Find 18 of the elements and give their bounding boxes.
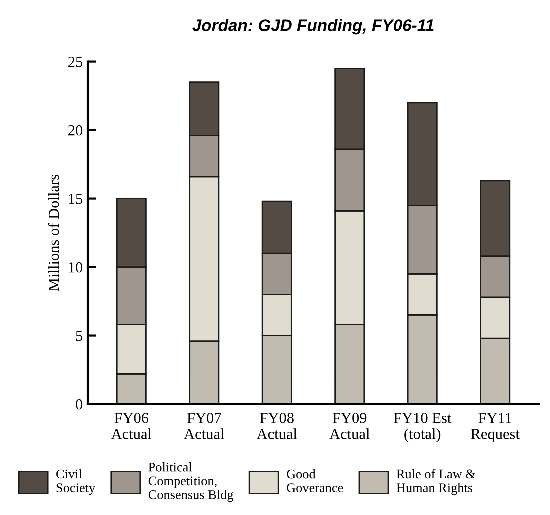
legend-label: Political Competition, Consensus Bldg [148, 462, 234, 502]
y-tick-label: 20 [68, 125, 83, 136]
x-tick-label: FY08 Actual [256, 413, 298, 440]
y-tick-label: 0 [76, 399, 83, 410]
y-axis-title: Millions of Dollars [48, 175, 60, 292]
y-tick-label: 10 [69, 262, 83, 273]
x-tick-label: FY10 Est (total) [394, 413, 452, 442]
x-tick-label: FY07 Actual [184, 413, 224, 440]
y-tick-label: 15 [69, 194, 83, 204]
legend-label: Civil Society [56, 469, 96, 496]
x-tick-label: FY11 Request [471, 413, 520, 442]
legend-label: Good Goverance [287, 469, 344, 492]
x-tick-label: FY06 Actual [111, 413, 152, 440]
x-tick-label: FY09 Actual [330, 413, 370, 440]
legend-label: Rule of Law & Human Rights [396, 469, 476, 496]
y-tick-label: 25 [68, 56, 83, 68]
chart-title: Jordan: GJD Funding, FY06-11 [192, 19, 434, 35]
y-tick-label: 5 [76, 331, 83, 342]
